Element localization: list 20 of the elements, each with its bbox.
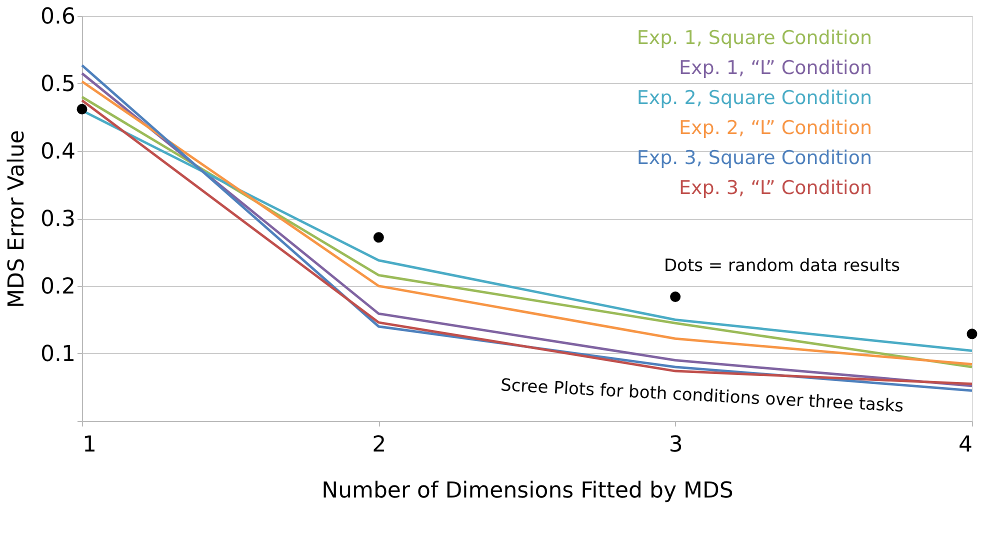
x-tick-label: 4 bbox=[958, 432, 972, 458]
y-tick-label: 0.6 bbox=[40, 4, 76, 30]
text: Exp. 1, Square Condition bbox=[636, 27, 872, 49]
x-tick-label: 3 bbox=[668, 432, 683, 458]
y-tick-label: 0.5 bbox=[40, 72, 76, 97]
text: Exp. 3, Square Condition bbox=[636, 147, 872, 169]
x-tick-label: 2 bbox=[372, 432, 386, 458]
text: Exp. 1, “L” Condition bbox=[679, 57, 872, 79]
text: Exp. 3, “L” Condition bbox=[679, 177, 872, 199]
y-tick-label: 0.4 bbox=[40, 140, 76, 164]
y-tick-label: 0.1 bbox=[40, 342, 76, 367]
y-tick-label: 0.3 bbox=[40, 207, 76, 232]
text: Exp. 2, Square Condition bbox=[636, 87, 872, 109]
annotation: Dots = random data results bbox=[664, 256, 900, 276]
annotation: Scree Plots for both conditions over three tasks bbox=[500, 375, 904, 417]
x-axis-title: Number of Dimensions Fitted by MDS bbox=[322, 478, 734, 504]
text: Exp. 2, “L” Condition bbox=[679, 117, 872, 139]
x-tick-label: 1 bbox=[82, 432, 96, 458]
y-axis-title: MDS Error Value bbox=[4, 130, 30, 308]
y-tick-label: 0.2 bbox=[40, 274, 76, 300]
